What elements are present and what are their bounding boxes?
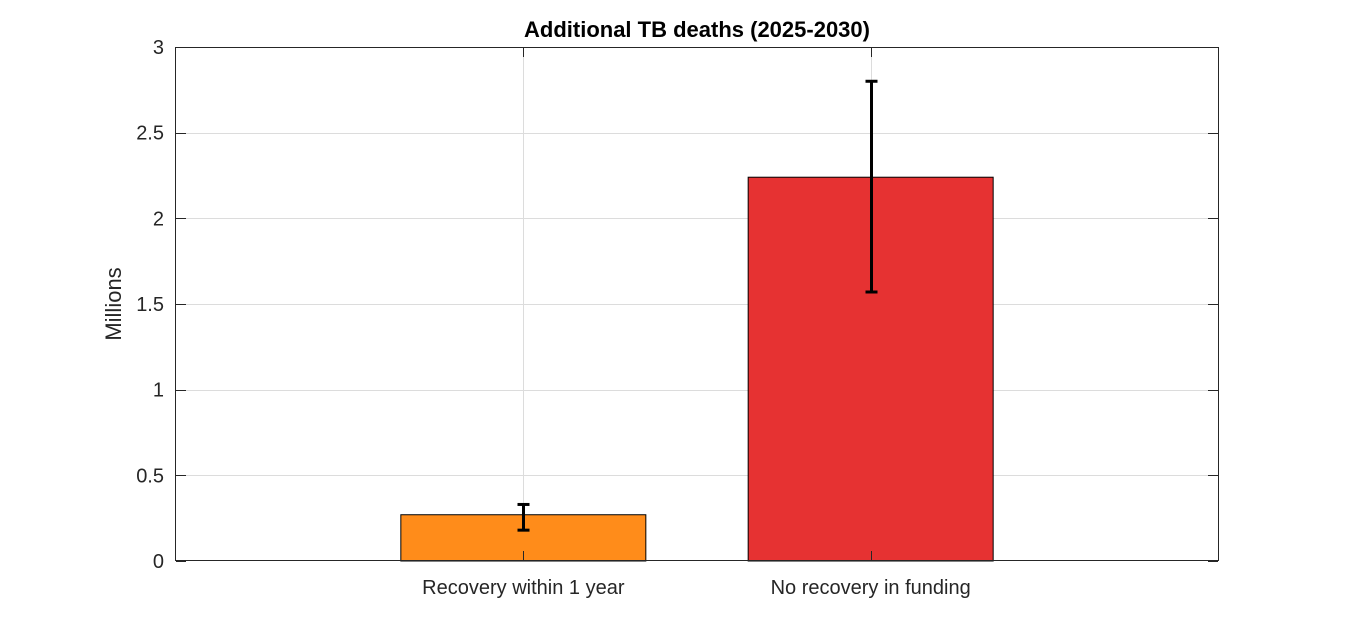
y-tick-label: 3 <box>153 37 164 59</box>
y-tick-label: 1 <box>153 380 164 402</box>
y-tick-label: 2 <box>153 208 164 230</box>
y-tick-label: 1.5 <box>136 294 164 316</box>
y-tick-label: 0 <box>153 551 164 573</box>
chart-title: Additional TB deaths (2025-2030) <box>524 17 870 42</box>
y-tick-labels: 0 0.5 1 1.5 2 2.5 3 <box>136 37 164 573</box>
y-axis-label: Millions <box>101 267 126 340</box>
y-tick-label: 2.5 <box>136 123 164 145</box>
tick-marks <box>176 47 1218 562</box>
bars <box>400 176 994 562</box>
grid-lines <box>176 47 1218 561</box>
x-tick-label: Recovery within 1 year <box>422 577 625 599</box>
x-tick-labels: Recovery within 1 year No recovery in fun… <box>422 577 971 599</box>
x-tick-label: No recovery in funding <box>771 577 971 599</box>
plot-frame <box>175 47 1219 561</box>
error-bars <box>517 79 878 532</box>
y-tick-label: 0.5 <box>136 465 164 487</box>
